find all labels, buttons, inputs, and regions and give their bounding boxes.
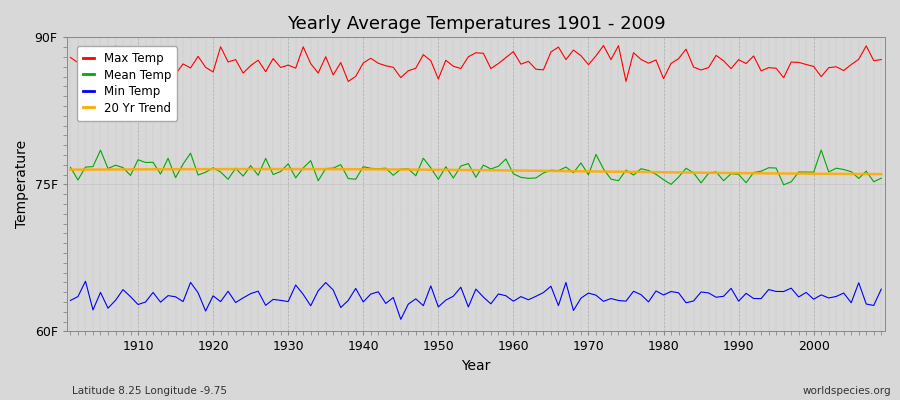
Title: Yearly Average Temperatures 1901 - 2009: Yearly Average Temperatures 1901 - 2009 — [286, 15, 665, 33]
Y-axis label: Temperature: Temperature — [15, 140, 29, 228]
Text: worldspecies.org: worldspecies.org — [803, 386, 891, 396]
Legend: Max Temp, Mean Temp, Min Temp, 20 Yr Trend: Max Temp, Mean Temp, Min Temp, 20 Yr Tre… — [76, 46, 177, 121]
X-axis label: Year: Year — [461, 359, 491, 373]
Text: Latitude 8.25 Longitude -9.75: Latitude 8.25 Longitude -9.75 — [72, 386, 227, 396]
